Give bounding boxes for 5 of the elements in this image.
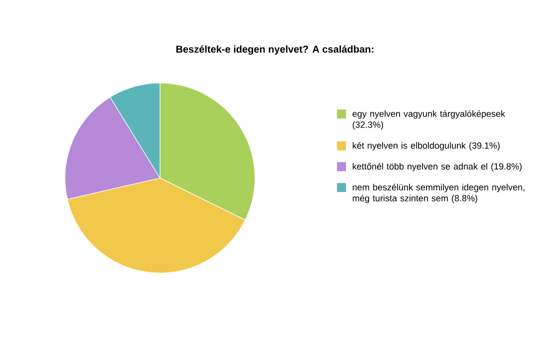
- chart-title: Beszéltek-e idegen nyelvet? A családban:: [176, 45, 374, 55]
- legend-label: egy nyelven vagyunk tárgyalóképesek (32.3%): [352, 110, 506, 130]
- legend-label: két nyelven is elboldogulunk (39.1%): [352, 142, 500, 150]
- legend-label: kettőnél több nyelven se adnak el (19.8%): [352, 162, 522, 172]
- legend-label: nem beszélünk semmilyen idegen nyelven, még turista szinten sem (8.8%): [352, 184, 524, 204]
